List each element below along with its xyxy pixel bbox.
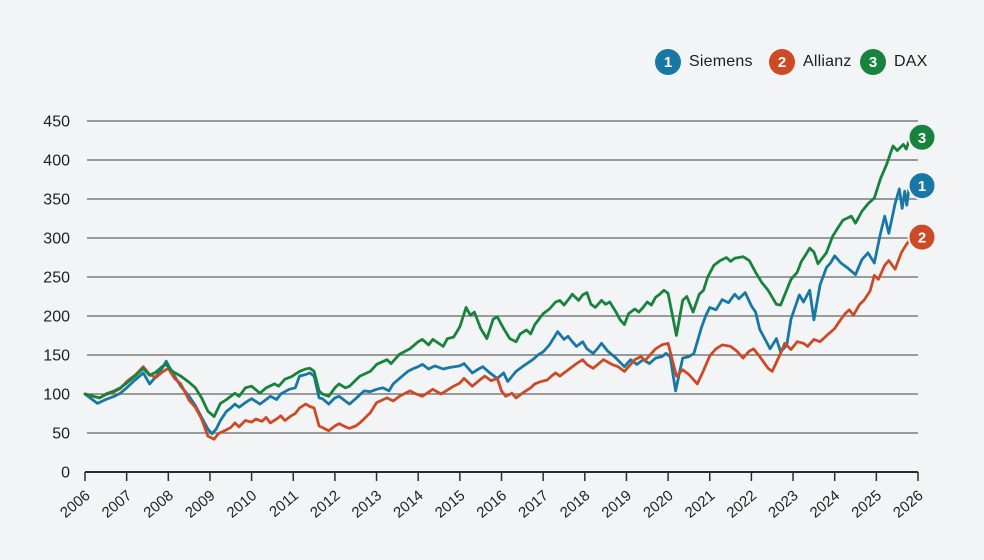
x-tick-label-2013: 2013 <box>349 487 385 521</box>
legend-label-dax: DAX <box>894 53 928 70</box>
y-tick-label-100: 100 <box>43 387 70 404</box>
x-tick-label-2008: 2008 <box>140 487 176 521</box>
x-tick-label-2021: 2021 <box>682 487 718 521</box>
x-tick-label-2009: 2009 <box>182 487 218 521</box>
y-tick-label-50: 50 <box>52 426 70 443</box>
series-line-allianz <box>83 239 911 441</box>
legend-badge-3-icon: 3 <box>860 49 886 75</box>
x-tick-label-2016: 2016 <box>474 487 510 521</box>
series-line-siemens <box>83 187 911 436</box>
y-tick-label-400: 400 <box>43 153 70 170</box>
x-tick-label-2006: 2006 <box>57 487 93 521</box>
x-tick-label-2023: 2023 <box>765 487 801 521</box>
x-tick-label-2014: 2014 <box>390 487 426 521</box>
x-tick-label-2017: 2017 <box>515 487 551 521</box>
legend-badge-2-icon: 2 <box>769 49 795 75</box>
x-tick-label-2011: 2011 <box>266 487 302 521</box>
x-tick-label-2010: 2010 <box>224 487 260 521</box>
x-tick-label-2022: 2022 <box>723 487 759 521</box>
x-tick-label-2026: 2026 <box>890 487 926 521</box>
x-tick-label-2025: 2025 <box>848 487 884 521</box>
end-badge-1-number: 1 <box>918 178 926 195</box>
legend-badge-1-icon: 1 <box>655 49 681 75</box>
y-tick-label-300: 300 <box>43 231 70 248</box>
end-badge-2-number: 2 <box>918 230 926 247</box>
legend-item-dax: 3 DAX <box>860 49 928 75</box>
y-tick-label-450: 450 <box>43 114 70 131</box>
x-tick-label-2012: 2012 <box>307 487 343 521</box>
legend-label-siemens: Siemens <box>689 53 753 70</box>
end-badge-3-icon <box>907 122 937 152</box>
x-tick-label-2018: 2018 <box>557 487 593 521</box>
series-line-dax <box>83 139 911 419</box>
y-tick-label-200: 200 <box>43 309 70 326</box>
legend-label-allianz: Allianz <box>803 53 852 70</box>
legend-item-siemens: 1 Siemens <box>655 49 753 75</box>
end-badge-3-number: 3 <box>918 130 926 147</box>
x-tick-label-2020: 2020 <box>640 487 676 521</box>
x-tick-label-2024: 2024 <box>807 487 843 521</box>
y-tick-label-150: 150 <box>43 348 70 365</box>
y-tick-label-0: 0 <box>61 465 70 482</box>
x-tick-label-2007: 2007 <box>99 487 135 521</box>
end-badge-1-icon <box>907 171 937 201</box>
y-tick-label-350: 350 <box>43 192 70 209</box>
y-tick-label-250: 250 <box>43 270 70 287</box>
x-tick-label-2019: 2019 <box>599 487 635 521</box>
x-tick-label-2015: 2015 <box>432 487 468 521</box>
legend-item-allianz: 2 Allianz <box>769 49 852 75</box>
legend: 1 Siemens 2 Allianz 3 DAX <box>0 0 984 80</box>
end-badge-2-icon <box>907 222 937 252</box>
